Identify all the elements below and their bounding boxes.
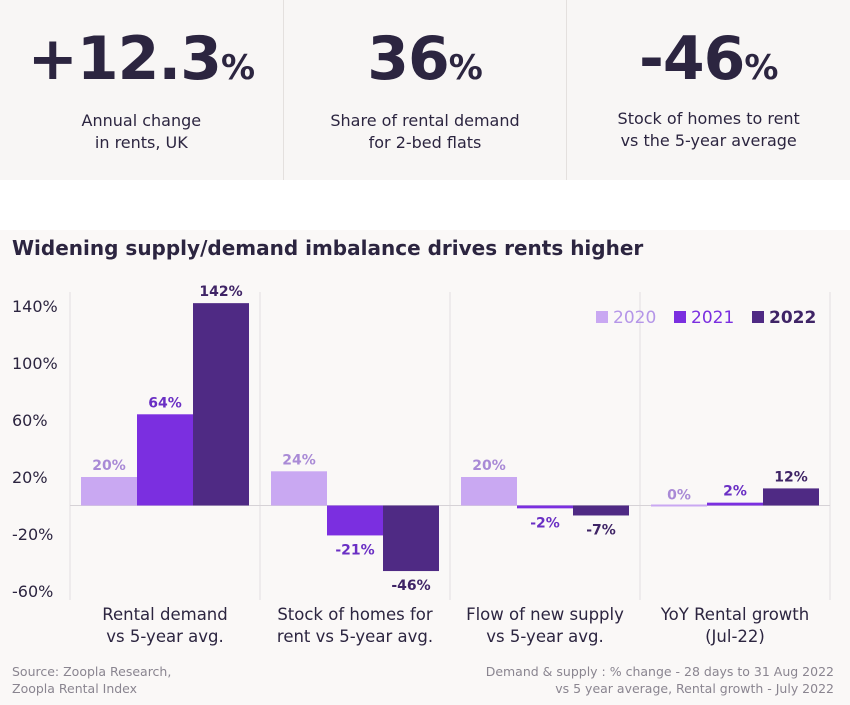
stat-stock-homes: -46% Stock of homes to rent vs the 5-yea… — [567, 0, 850, 180]
bar-2020 — [461, 477, 517, 506]
methodology-note: Demand & supply : % change - 28 days to … — [485, 664, 834, 696]
data-label: 20% — [92, 458, 126, 474]
category-label: vs 5-year avg. — [486, 627, 603, 646]
stat-value: -46% — [638, 24, 779, 94]
data-label: -46% — [391, 578, 430, 594]
category-label: YoY Rental growth — [660, 605, 809, 624]
category-label: Stock of homes for — [277, 605, 433, 624]
y-tick-label: 20% — [12, 468, 48, 487]
category-label: Flow of new supply — [466, 605, 624, 624]
bar-2022 — [763, 488, 819, 506]
bar-2020 — [81, 477, 137, 506]
data-label: -21% — [335, 542, 374, 558]
stat-demand-share: 36% Share of rental demand for 2-bed fla… — [284, 0, 568, 180]
data-label: 142% — [199, 284, 242, 300]
data-label: 20% — [472, 458, 506, 474]
y-tick-label: 100% — [12, 354, 58, 373]
stat-label: Share of rental demand for 2-bed flats — [330, 111, 520, 152]
data-label: 0% — [667, 488, 691, 504]
y-tick-label: -20% — [12, 525, 53, 544]
stats-banner: +12.3% Annual change in rents, UK 36% Sh… — [0, 0, 850, 180]
bar-2022 — [383, 505, 439, 572]
bar-2021 — [707, 502, 763, 506]
stat-annual-change: +12.3% Annual change in rents, UK — [0, 0, 284, 180]
legend-label: 2020 — [613, 308, 656, 328]
bar-2020 — [651, 504, 707, 507]
data-label: 64% — [148, 395, 182, 411]
legend-swatch-2021 — [674, 311, 686, 323]
legend-swatch-2020 — [596, 311, 608, 323]
spacer — [0, 180, 850, 230]
y-tick-label: -60% — [12, 582, 53, 601]
category-label: Rental demand — [102, 605, 227, 624]
bar-2021 — [327, 505, 383, 536]
legend-label: 2021 — [691, 308, 734, 328]
bar-2022 — [193, 303, 249, 506]
data-label: 24% — [282, 452, 316, 468]
stat-value: 36% — [367, 24, 483, 94]
legend-label: 2022 — [769, 308, 816, 328]
bar-2021 — [137, 414, 193, 506]
stat-value: +12.3% — [27, 24, 256, 94]
bar-2022 — [573, 505, 629, 516]
stat-label: Annual change in rents, UK — [81, 111, 202, 152]
bar-2021 — [517, 505, 573, 509]
data-label: -7% — [586, 522, 616, 538]
data-label: -2% — [530, 515, 560, 531]
data-label: 12% — [774, 469, 808, 485]
category-label: (Jul-22) — [705, 627, 765, 646]
source-note: Source: Zoopla Research, Zoopla Rental I… — [12, 664, 172, 696]
category-label: vs 5-year avg. — [106, 627, 223, 646]
legend-swatch-2022 — [752, 311, 764, 323]
y-tick-label: 60% — [12, 411, 48, 430]
chart-title: Widening supply/demand imbalance drives … — [12, 236, 644, 260]
category-label: rent vs 5-year avg. — [277, 627, 433, 646]
bar-2020 — [271, 471, 327, 506]
data-label: 2% — [723, 484, 747, 500]
y-tick-label: 140% — [12, 297, 58, 316]
stat-label: Stock of homes to rent vs the 5-year ave… — [617, 109, 800, 150]
